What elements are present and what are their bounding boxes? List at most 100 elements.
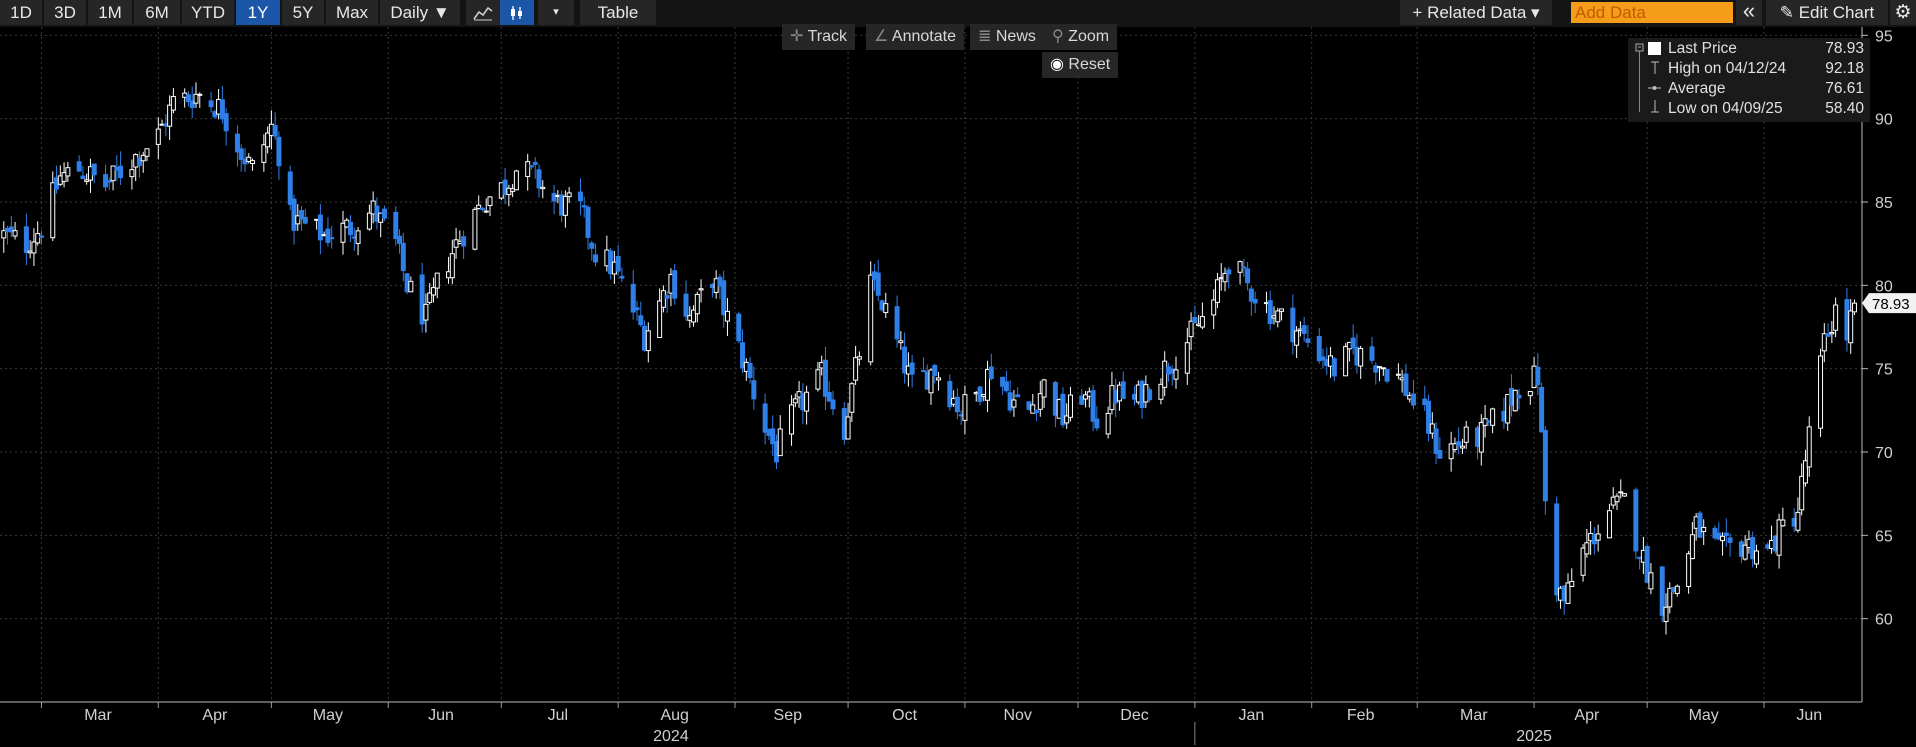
candle-body: [1395, 373, 1401, 376]
candle-body: [638, 315, 644, 326]
y-tick-label: 80: [1875, 278, 1893, 295]
x-axis: Mar Apr May Jun Jul Aug Sep Oct Nov Dec Jan Feb Mar A…: [0, 701, 1862, 745]
candle-body: [1606, 510, 1612, 539]
range-1d-button[interactable]: 1D: [0, 0, 42, 25]
candle-body: [721, 280, 727, 316]
candle-body: [1686, 553, 1692, 587]
candle-body: [144, 148, 150, 157]
candle-body: [822, 359, 828, 397]
candle-body: [1343, 346, 1349, 377]
candle-body: [1301, 325, 1307, 334]
candle-body: [589, 242, 595, 249]
table-button[interactable]: Table: [580, 0, 656, 25]
candle-body: [423, 303, 429, 321]
y-tick-label: 70: [1875, 445, 1893, 462]
candle-body: [1633, 489, 1639, 552]
crosshair-icon: ✛: [790, 28, 804, 45]
legend-last-price-label: Last Price: [1668, 40, 1737, 57]
candle-body: [898, 340, 904, 344]
candle-body: [1192, 316, 1198, 323]
candlestick-icon[interactable]: [500, 0, 534, 25]
candle-body: [1275, 310, 1281, 323]
candle-body: [932, 364, 938, 376]
candle-body: [1535, 366, 1541, 386]
candle-body: [1750, 537, 1756, 560]
candle-body: [1727, 537, 1733, 543]
candle-body: [476, 204, 482, 209]
price-chart[interactable]: 60 65 70 75 80 85 90 95 78.93 Mar Apr May Jun Jul Aug…: [0, 27, 1916, 747]
candle-body: [1222, 272, 1228, 283]
x-tick-label: Oct: [892, 707, 917, 724]
candle-body: [532, 161, 538, 165]
candle-body: [525, 161, 531, 178]
candle-body: [770, 428, 776, 445]
candle-body: [562, 195, 568, 216]
legend-high-value: 92.18: [1825, 60, 1864, 77]
add-data-input[interactable]: Add Data: [1571, 2, 1733, 23]
candle-body: [1802, 460, 1808, 484]
candle-body: [1380, 367, 1386, 370]
candle-body: [355, 230, 361, 244]
candle-body: [985, 369, 991, 401]
candle-body: [672, 270, 678, 299]
candle-body: [1720, 535, 1726, 542]
candle-body: [1252, 298, 1258, 304]
candle-body: [76, 161, 82, 172]
candle-body: [1373, 365, 1379, 373]
candle-body: [1667, 587, 1673, 608]
range-6m-button[interactable]: 6M: [134, 0, 180, 25]
last-price-tag-label: 78.93: [1872, 296, 1910, 313]
candle-body: [238, 148, 244, 160]
candle-body: [1795, 511, 1801, 531]
related-data-button[interactable]: + Related Data ▾: [1400, 0, 1552, 25]
gear-icon[interactable]: ⚙: [1890, 0, 1916, 25]
candle-body: [619, 275, 625, 279]
candle-body: [1569, 581, 1575, 587]
x-tick-label: Dec: [1120, 707, 1148, 724]
candle-body: [1821, 333, 1827, 352]
range-3d-button[interactable]: 3D: [44, 0, 86, 25]
collapse-icon[interactable]: «: [1736, 0, 1762, 25]
line-chart-icon[interactable]: [466, 0, 500, 25]
candle-body: [408, 280, 414, 293]
candle-body: [223, 113, 229, 132]
x-tick-label: May: [313, 707, 343, 724]
candle-body: [1723, 532, 1729, 537]
candle-body: [845, 416, 851, 440]
candle-body: [1490, 408, 1496, 426]
dropdown-arrow-icon[interactable]: ▾: [538, 0, 574, 25]
range-1y-button[interactable]: 1Y: [236, 0, 280, 25]
range-max-button[interactable]: Max: [326, 0, 378, 25]
candle-body: [35, 233, 41, 244]
edit-chart-button[interactable]: ✎ Edit Chart: [1766, 0, 1888, 25]
zoom-button[interactable]: ⚲ Zoom: [1044, 24, 1118, 50]
candle-body: [1833, 304, 1839, 331]
candle-body: [1267, 300, 1273, 324]
candle-body: [400, 242, 406, 272]
reset-button[interactable]: ◉ Reset: [1042, 52, 1119, 78]
candle-body: [1060, 393, 1066, 426]
range-5y-button[interactable]: 5Y: [282, 0, 324, 25]
candle-body: [1003, 381, 1009, 392]
candle-body: [691, 309, 697, 323]
interval-dropdown[interactable]: Daily ▼: [380, 0, 460, 25]
track-button[interactable]: ✛ Track: [782, 24, 855, 50]
news-button[interactable]: ≣ News: [970, 24, 1044, 50]
candle-body: [751, 380, 757, 400]
candle-body: [830, 399, 836, 410]
candle-body: [1527, 391, 1533, 397]
range-1m-button[interactable]: 1M: [88, 0, 132, 25]
candle-body: [12, 230, 18, 237]
candle-body: [868, 274, 874, 363]
candle-body: [1825, 333, 1831, 337]
candle-body: [1377, 366, 1383, 369]
candle-body: [118, 165, 124, 179]
candle-body: [1701, 526, 1707, 533]
annotate-button[interactable]: ∠ Annotate: [866, 24, 964, 50]
candle-body: [826, 392, 832, 402]
range-ytd-button[interactable]: YTD: [182, 0, 234, 25]
year-label: 2024: [653, 728, 689, 745]
news-icon: ≣: [978, 28, 992, 45]
candle-body: [1147, 389, 1153, 401]
candle-body: [1818, 355, 1824, 429]
